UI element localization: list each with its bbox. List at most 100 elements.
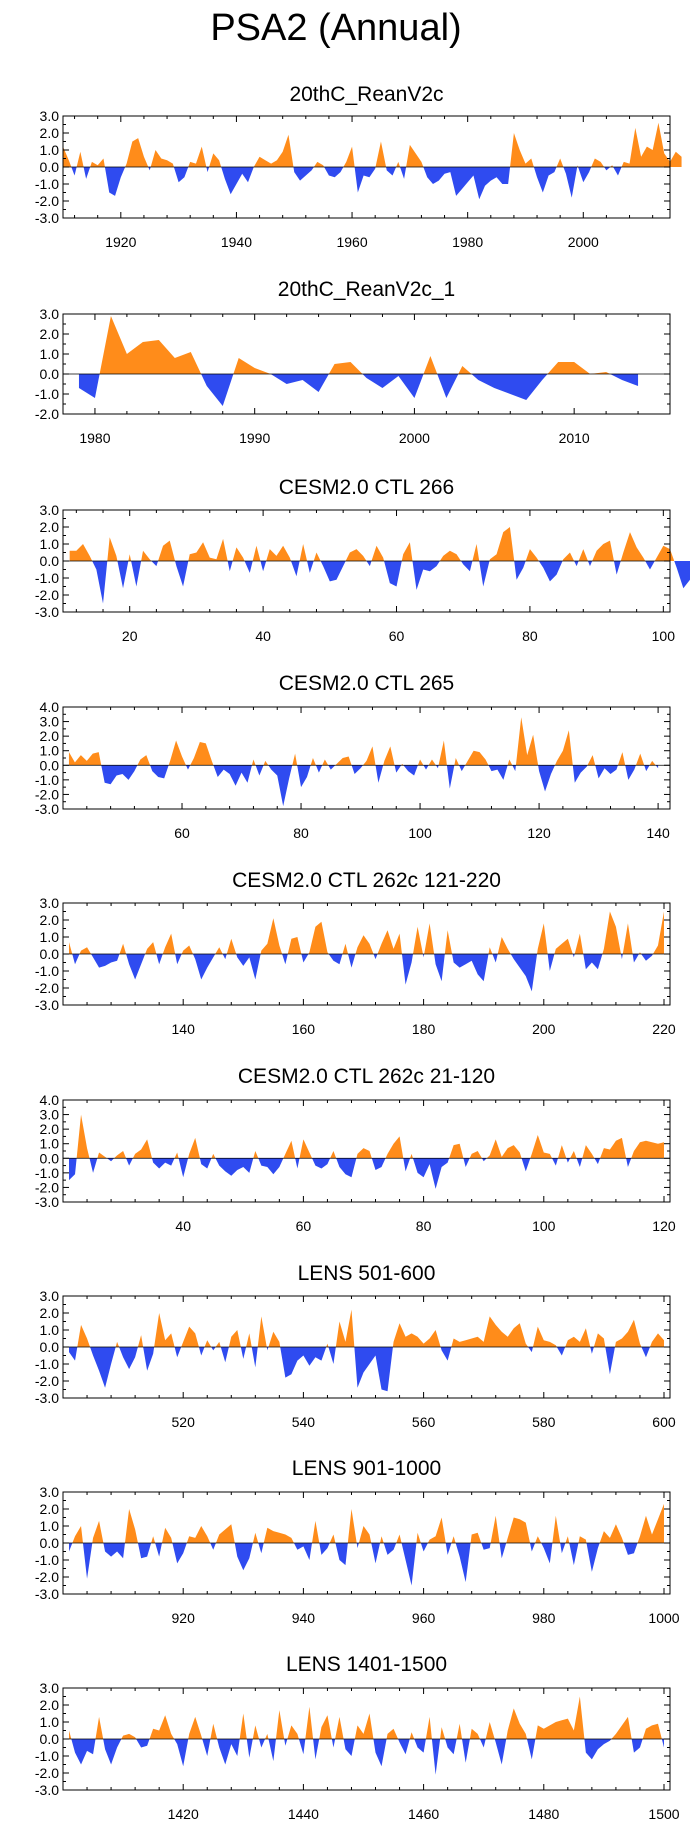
y-tick-label: 0.0: [40, 366, 60, 382]
x-tick-label: 1960: [336, 234, 367, 250]
y-tick-label: 3.0: [40, 306, 60, 322]
y-tick-label: -3.0: [35, 801, 59, 817]
panel-4: CESM2.0 CTL 265 4.03.02.01.00.0-1.0-2.0-3…: [35, 672, 671, 841]
y-tick-label: -2.0: [35, 406, 59, 422]
y-tick-label: -3.0: [35, 1782, 59, 1798]
y-tick-label: 3.0: [40, 714, 60, 730]
y-tick-label: -3.0: [35, 1390, 59, 1406]
x-tick-label: 100: [652, 628, 676, 644]
y-tick-label: -1.0: [35, 963, 59, 979]
panel-9: LENS 1401-1500 3.02.01.00.0-1.0-2.0-3.0 14…: [35, 1653, 680, 1822]
y-tick-label: 0.0: [40, 1731, 60, 1747]
negative-area: [69, 1158, 664, 1189]
y-tick-label: -2.0: [35, 1765, 59, 1781]
y-tick-label: 1.0: [40, 346, 60, 362]
x-tick-label: 40: [255, 628, 271, 644]
y-tick-label: -1.0: [35, 772, 59, 788]
negative-area: [69, 561, 690, 604]
x-tick-label: 100: [408, 825, 432, 841]
x-tick-label: 60: [389, 628, 405, 644]
negative-area: [69, 1347, 664, 1392]
x-tick-label: 140: [172, 1021, 196, 1037]
y-tick-label: 2.0: [40, 519, 60, 535]
y-tick-label: 3.0: [40, 1288, 60, 1304]
y-tick-label: -2.0: [35, 587, 59, 603]
x-tick-label: 1000: [648, 1610, 679, 1626]
x-tick-label: 1460: [408, 1806, 439, 1822]
y-tick-label: -3.0: [35, 1194, 59, 1210]
y-tick-label: 3.0: [40, 1107, 60, 1123]
y-tick-label: 1.0: [40, 743, 60, 759]
panel-title: CESM2.0 CTL 262c 21-120: [238, 1065, 495, 1088]
x-tick-label: 180: [412, 1021, 436, 1037]
y-tick-label: 2.0: [40, 125, 60, 141]
y-tick-label: 2.0: [40, 1305, 60, 1321]
y-tick-label: 1.0: [40, 1714, 60, 1730]
negative-area: [69, 954, 664, 992]
x-tick-label: 1980: [452, 234, 483, 250]
y-tick-label: -1.0: [35, 570, 59, 586]
y-tick-label: -2.0: [35, 193, 59, 209]
y-tick-label: 1.0: [40, 929, 60, 945]
x-tick-label: 2000: [568, 234, 599, 250]
panel-3: CESM2.0 CTL 266 3.02.01.00.0-1.0-2.0-3.0 2…: [35, 476, 690, 644]
y-tick-label: 3.0: [40, 108, 60, 124]
y-tick-label: -3.0: [35, 1586, 59, 1602]
positive-area: [69, 1309, 664, 1347]
y-tick-label: 0.0: [40, 159, 60, 175]
positive-area: [69, 1503, 664, 1543]
panel-8: LENS 901-1000 3.02.01.00.0-1.0-2.0-3.0 920…: [35, 1457, 680, 1626]
y-tick-label: -1.0: [35, 1165, 59, 1181]
negative-area: [69, 1739, 664, 1775]
y-tick-label: 2.0: [40, 1501, 60, 1517]
y-tick-label: 3.0: [40, 1680, 60, 1696]
y-tick-label: 1.0: [40, 536, 60, 552]
y-tick-label: 0.0: [40, 1339, 60, 1355]
x-tick-label: 100: [532, 1218, 556, 1234]
panel-title: CESM2.0 CTL 266: [279, 476, 454, 499]
panel-title: 20thC_ReanV2c: [289, 83, 443, 106]
x-tick-label: 960: [412, 1610, 436, 1626]
negative-area: [63, 167, 682, 200]
y-tick-label: -2.0: [35, 1179, 59, 1195]
negative-area: [69, 1543, 664, 1586]
y-tick-label: 3.0: [40, 502, 60, 518]
y-tick-label: 2.0: [40, 912, 60, 928]
positive-area: [69, 527, 690, 561]
y-tick-label: 3.0: [40, 1484, 60, 1500]
x-tick-label: 1440: [288, 1806, 319, 1822]
panel-2: 20thC_ReanV2c_1 3.0 2.0 1.0 0.0 -1.0 -2.0 1980 1…: [35, 278, 671, 446]
x-tick-label: 40: [175, 1218, 191, 1234]
panel-title: LENS 1401-1500: [286, 1653, 447, 1676]
x-tick-label: 2000: [399, 430, 430, 446]
x-tick-label: 80: [416, 1218, 432, 1234]
positive-area: [69, 1114, 664, 1159]
x-tick-label: 160: [292, 1021, 316, 1037]
y-tick-label: -2.0: [35, 1373, 59, 1389]
x-tick-label: 2010: [559, 430, 590, 446]
y-tick-label: -1.0: [35, 386, 59, 402]
y-tick-label: -2.0: [35, 980, 59, 996]
x-tick-label: 80: [522, 628, 538, 644]
y-tick-label: -1.0: [35, 176, 59, 192]
x-tick-label: 140: [646, 825, 670, 841]
panel-7: LENS 501-600 3.02.01.00.0-1.0-2.0-3.0 520 5…: [35, 1262, 676, 1430]
panel-title: LENS 901-1000: [292, 1457, 441, 1480]
y-tick-label: -3.0: [35, 210, 59, 226]
y-tick-label: -2.0: [35, 1569, 59, 1585]
positive-area: [68, 717, 659, 766]
positive-area: [78, 316, 639, 374]
y-tick-label: -1.0: [35, 1748, 59, 1764]
x-tick-label: 1940: [221, 234, 252, 250]
positive-area: [63, 122, 682, 167]
y-tick-label: -3.0: [35, 997, 59, 1013]
panel-5: CESM2.0 CTL 262c 121-220 3.02.01.00.0-1.0…: [35, 869, 676, 1037]
y-tick-label: 1.0: [40, 1518, 60, 1534]
y-tick-label: -1.0: [35, 1356, 59, 1372]
plot-frame: [62, 706, 671, 810]
x-tick-label: 1420: [168, 1806, 199, 1822]
panel-title: 20thC_ReanV2c_1: [278, 278, 455, 301]
x-tick-label: 1980: [79, 430, 110, 446]
y-tick-label: 2.0: [40, 326, 60, 342]
